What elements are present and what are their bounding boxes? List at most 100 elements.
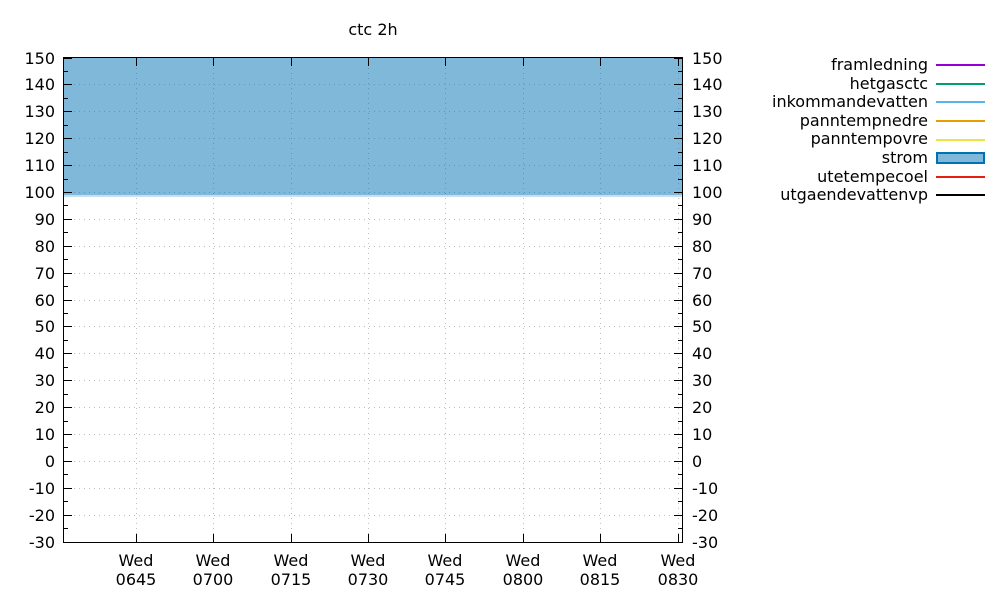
y-major-tick-right (674, 84, 682, 86)
x-tick-day: Wed (660, 551, 696, 570)
plot-area (63, 57, 683, 543)
legend-label: panntempnedre (799, 110, 928, 130)
y-tick-label-right: 130 (692, 102, 723, 122)
y-tick-label-left: -30 (28, 532, 55, 552)
x-tick-label: Wed 0730 (323, 551, 413, 589)
x-tick-label: Wed 0715 (246, 551, 336, 589)
y-tick-label-right: 50 (692, 317, 713, 337)
x-tick-time: 0700 (192, 570, 234, 589)
legend-box-sample (936, 152, 985, 165)
y-tick-label-right: 20 (692, 398, 713, 418)
y-major-tick-left (64, 165, 72, 167)
y-tick-label-left: 90 (34, 209, 55, 229)
y-minor-tick-right (678, 501, 682, 503)
legend-label: utgaendevattenvp (780, 185, 928, 205)
y-minor-tick-left (64, 124, 68, 126)
y-minor-tick-right (678, 339, 682, 341)
x-tick-day: Wed (350, 551, 386, 570)
legend-label: framledning (831, 55, 928, 74)
y-major-tick-left (64, 57, 72, 59)
y-minor-tick-left (64, 447, 68, 449)
y-minor-tick-left (64, 205, 68, 207)
x-tick-day: Wed (427, 551, 463, 570)
y-tick-label-left: 120 (24, 129, 55, 149)
y-major-tick-left (64, 487, 72, 489)
y-minor-tick-right (678, 447, 682, 449)
y-minor-tick-left (64, 97, 68, 99)
y-major-tick-left (64, 407, 72, 409)
gridline-vertical (367, 58, 369, 542)
legend-row-panntempovre: panntempovre (772, 130, 985, 149)
y-tick-label-left: 100 (24, 182, 55, 202)
gridline-horizontal (64, 487, 682, 489)
y-minor-tick-left (64, 178, 68, 180)
gridline-horizontal (64, 326, 682, 328)
y-minor-tick-left (64, 366, 68, 368)
y-major-tick-left (64, 380, 72, 382)
y-tick-label-right: 150 (692, 48, 723, 68)
legend-label: panntempovre (810, 129, 928, 149)
legend: framledning hetgasctc inkommandevatten pann… (772, 55, 985, 205)
y-tick-label-left: 130 (24, 102, 55, 122)
legend-line-sample (936, 175, 985, 178)
x-tick-label: Wed 0745 (400, 551, 490, 589)
y-major-tick-left (64, 353, 72, 355)
y-major-tick-left (64, 514, 72, 516)
y-major-tick-right (674, 353, 682, 355)
gridline-horizontal (64, 299, 682, 301)
y-major-tick-right (674, 218, 682, 220)
x-major-tick-bottom (599, 534, 601, 542)
y-minor-tick-right (678, 232, 682, 234)
y-major-tick-left (64, 326, 72, 328)
y-tick-label-left: 10 (34, 424, 55, 444)
y-tick-label-right: 10 (692, 424, 713, 444)
y-tick-label-right: 30 (692, 371, 713, 391)
y-minor-tick-left (64, 286, 68, 288)
y-minor-tick-right (678, 420, 682, 422)
x-tick-time: 0815 (579, 570, 621, 589)
gridline-horizontal (64, 433, 682, 435)
y-tick-label-left: 140 (24, 75, 55, 95)
gridline-horizontal (64, 514, 682, 516)
x-major-tick-top (135, 58, 137, 66)
x-major-tick-top (290, 58, 292, 66)
y-major-tick-left (64, 218, 72, 220)
strom-fill-area (64, 58, 682, 196)
gridline-horizontal (64, 460, 682, 462)
y-tick-label-left: 70 (34, 263, 55, 283)
x-major-tick-bottom (135, 534, 137, 542)
x-tick-label: Wed 0645 (91, 551, 181, 589)
y-minor-tick-right (678, 366, 682, 368)
x-major-tick-bottom (444, 534, 446, 542)
y-minor-tick-right (678, 97, 682, 99)
y-minor-tick-right (678, 151, 682, 153)
y-minor-tick-left (64, 70, 68, 72)
x-tick-time: 0745 (424, 570, 466, 589)
y-tick-label-right: 80 (692, 236, 713, 256)
y-major-tick-right (674, 299, 682, 301)
y-minor-tick-left (64, 232, 68, 234)
x-tick-day: Wed (195, 551, 231, 570)
x-major-tick-top (522, 58, 524, 66)
y-tick-label-right: 140 (692, 75, 723, 95)
y-major-tick-left (64, 299, 72, 301)
y-tick-label-right: -20 (692, 505, 719, 525)
y-minor-tick-left (64, 151, 68, 153)
x-tick-time: 0800 (502, 570, 544, 589)
y-major-tick-right (674, 541, 682, 543)
y-tick-label-left: -10 (28, 478, 55, 498)
y-tick-label-right: 0 (692, 451, 703, 471)
y-major-tick-left (64, 191, 72, 193)
y-major-tick-left (64, 541, 72, 543)
legend-row-utetempecoel: utetempecoel (772, 167, 985, 187)
gridline-horizontal (64, 272, 682, 274)
y-major-tick-right (674, 487, 682, 489)
y-tick-label-left: -20 (28, 505, 55, 525)
gridline-horizontal (64, 407, 682, 409)
y-major-tick-left (64, 84, 72, 86)
y-tick-label-left: 150 (24, 48, 55, 68)
x-tick-day: Wed (273, 551, 309, 570)
x-major-tick-bottom (522, 534, 524, 542)
x-major-tick-bottom (212, 534, 214, 542)
x-major-tick-bottom (367, 534, 369, 542)
